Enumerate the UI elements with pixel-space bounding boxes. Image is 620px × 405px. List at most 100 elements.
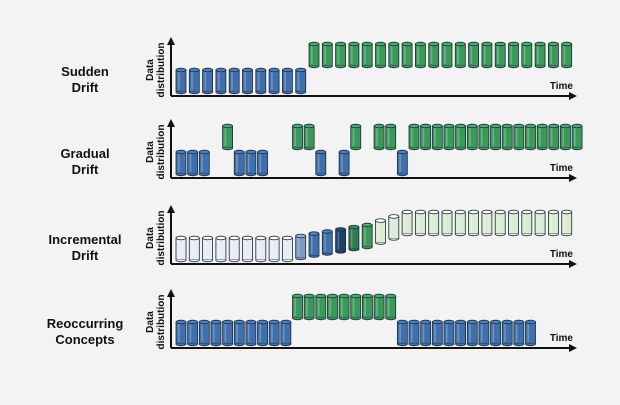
bar-base bbox=[361, 246, 373, 250]
bar-base bbox=[513, 147, 525, 151]
panel-title: Incremental Drift bbox=[49, 232, 122, 263]
bar-body bbox=[257, 151, 268, 175]
bar-base bbox=[408, 147, 420, 151]
bar-body bbox=[561, 43, 573, 67]
bar-highlight bbox=[434, 128, 436, 146]
bar-base bbox=[478, 147, 490, 151]
bar-base bbox=[494, 233, 506, 237]
bar-base bbox=[415, 65, 426, 69]
bar-base bbox=[508, 233, 519, 237]
bar-body bbox=[490, 125, 501, 149]
bar-top bbox=[350, 293, 362, 299]
bar-highlight bbox=[364, 227, 366, 245]
bar-body bbox=[466, 321, 478, 345]
bar-top bbox=[478, 319, 490, 325]
bar-highlight bbox=[350, 46, 353, 64]
bar-body bbox=[228, 69, 240, 93]
bar-body bbox=[375, 43, 386, 67]
bar-highlight bbox=[212, 324, 215, 342]
bar-top bbox=[215, 67, 227, 73]
bar-body bbox=[187, 321, 199, 345]
bar-base bbox=[375, 242, 386, 245]
bar-body bbox=[308, 233, 320, 256]
bar-base bbox=[292, 147, 303, 151]
data-bar bbox=[466, 123, 478, 151]
bar-base bbox=[468, 233, 479, 237]
bar-body bbox=[478, 321, 490, 345]
bar-body bbox=[242, 237, 253, 261]
bar-top bbox=[268, 319, 280, 325]
bar-top bbox=[321, 229, 333, 234]
bar-top bbox=[228, 235, 240, 241]
bar-highlight bbox=[247, 154, 250, 172]
bar-top bbox=[373, 123, 385, 129]
bar-top bbox=[375, 218, 386, 223]
bar-body bbox=[501, 125, 513, 149]
bar-top bbox=[420, 123, 432, 129]
bar-top bbox=[455, 123, 467, 129]
bar-top bbox=[466, 319, 478, 325]
bar-highlight bbox=[247, 324, 250, 342]
bar-base bbox=[521, 233, 533, 237]
bar-top bbox=[428, 41, 440, 47]
data-bar bbox=[375, 218, 386, 245]
bar-base bbox=[396, 173, 408, 177]
bar-base bbox=[222, 147, 233, 151]
data-bar bbox=[454, 209, 466, 237]
bar-highlight bbox=[390, 218, 393, 237]
data-bar bbox=[420, 319, 432, 347]
bar-highlight bbox=[434, 324, 436, 342]
data-bar bbox=[268, 235, 280, 263]
bar-top bbox=[350, 123, 362, 129]
data-bar bbox=[468, 41, 480, 69]
bar-top bbox=[242, 67, 253, 73]
bar-body bbox=[501, 321, 513, 345]
panel-title: Sudden Drift bbox=[61, 64, 109, 95]
bar-highlight bbox=[445, 128, 448, 146]
bar-body bbox=[420, 125, 432, 149]
bar-top bbox=[280, 319, 292, 325]
bar-highlight bbox=[306, 128, 308, 146]
bar-body bbox=[521, 211, 533, 235]
bar-base bbox=[481, 233, 493, 237]
data-bar bbox=[187, 149, 199, 177]
bar-base bbox=[548, 65, 559, 69]
bar-highlight bbox=[399, 324, 401, 342]
data-bar bbox=[175, 235, 187, 263]
bar-body bbox=[350, 295, 362, 319]
panel-title-line: Concepts bbox=[55, 332, 114, 347]
bar-body bbox=[525, 125, 536, 149]
data-bar bbox=[525, 319, 536, 347]
bar-highlight bbox=[497, 214, 499, 232]
bar-body bbox=[560, 125, 571, 149]
bar-top bbox=[490, 319, 501, 325]
bar-highlight bbox=[497, 46, 499, 64]
bar-body bbox=[295, 235, 307, 259]
bar-top bbox=[443, 123, 455, 129]
bar-top bbox=[521, 41, 533, 47]
bar-base bbox=[280, 343, 292, 347]
bar-highlight bbox=[317, 298, 320, 316]
bar-base bbox=[373, 147, 385, 151]
bar-base bbox=[338, 317, 350, 321]
bar-top bbox=[210, 319, 222, 325]
bar-highlight bbox=[376, 298, 378, 316]
data-bar bbox=[268, 67, 280, 95]
bar-base bbox=[268, 343, 280, 347]
bar-highlight bbox=[236, 154, 238, 172]
bar-body bbox=[373, 125, 385, 149]
bar-top bbox=[396, 149, 408, 155]
bar-body bbox=[548, 211, 559, 235]
data-bar bbox=[188, 67, 200, 95]
bar-body bbox=[292, 295, 303, 319]
data-bar bbox=[534, 41, 546, 69]
data-bar bbox=[335, 227, 347, 254]
data-bar bbox=[308, 231, 320, 258]
bar-top bbox=[188, 67, 200, 73]
data-bar bbox=[478, 319, 490, 347]
data-bar bbox=[222, 319, 234, 347]
data-bar bbox=[350, 293, 362, 321]
bar-top bbox=[525, 123, 536, 129]
data-bar bbox=[443, 123, 455, 151]
